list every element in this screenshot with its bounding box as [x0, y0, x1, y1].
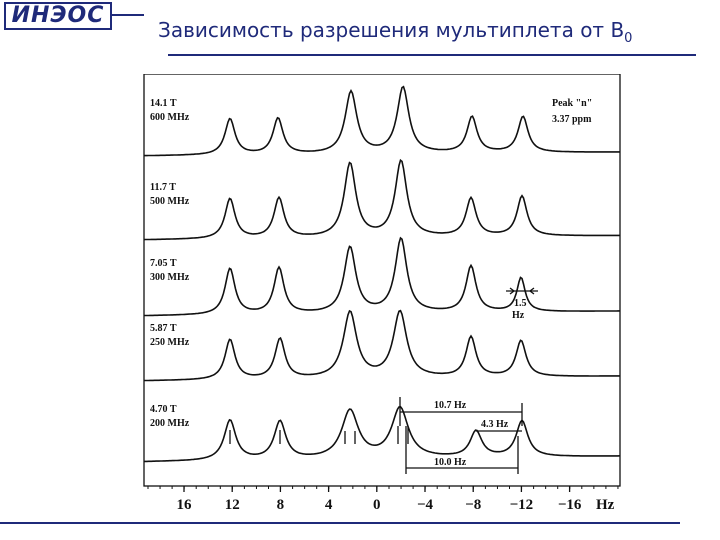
axis-tick-label: −8 — [465, 497, 481, 513]
spectra-labels: 14.1 T 600 MHz 11.7 T 500 MHz 7.05 T 300 MHz 5… — [150, 98, 190, 429]
spectrum-frequency-label: 200 MHz — [150, 418, 190, 429]
bottom-rule — [0, 522, 680, 524]
spectrum-frequency-label: 500 MHz — [150, 196, 190, 207]
big-span-label: 10.7 Hz — [434, 400, 467, 411]
linewidth-arrow-right — [528, 287, 535, 295]
logo-text: ИНЭОС — [11, 3, 105, 28]
linewidth-unit: Hz — [512, 310, 525, 321]
slide-title-text: Зависимость разрешения мультиплета от В — [158, 18, 625, 42]
spectrum-field-label: 14.1 T — [150, 98, 177, 109]
impulse-sticks — [229, 426, 409, 444]
small-span-label: 4.3 Hz — [481, 419, 509, 430]
axis-tick-label: 12 — [225, 497, 240, 513]
axis-tick-label: 0 — [373, 497, 381, 513]
spectrum-trace — [144, 405, 620, 463]
coupling-annotations — [399, 397, 523, 474]
linewidth-annotation — [506, 287, 538, 295]
spectrum-trace — [144, 236, 620, 317]
axis-tick-label: 16 — [177, 497, 193, 513]
logo-rule — [112, 14, 144, 16]
spectrum-frequency-label: 250 MHz — [150, 337, 190, 348]
institute-logo: ИНЭОС — [4, 2, 112, 30]
peak-label-line1: Peak "n" — [552, 98, 592, 109]
linewidth-arrow-left — [509, 287, 516, 295]
spectrum-field-label: 4.70 T — [150, 404, 177, 415]
spectrum-field-label: 7.05 T — [150, 258, 177, 269]
spectrum-trace — [144, 85, 620, 157]
slide-title-subscript: 0 — [624, 31, 633, 46]
spectrum-trace — [144, 309, 620, 382]
spectrum-frequency-label: 300 MHz — [150, 272, 190, 283]
slide-title: Зависимость разрешения мультиплета от В0 — [158, 18, 632, 46]
frequency-axis: 16 12 8 4 0 −4 −8 −12 −16 Hz — [147, 486, 619, 513]
spectrum-field-label: 11.7 T — [150, 182, 176, 193]
axis-tick-label: −12 — [510, 497, 534, 513]
axis-tick-label: −16 — [558, 497, 582, 513]
peak-label-line2: 3.37 ppm — [552, 114, 592, 125]
spectra-traces — [143, 85, 620, 463]
nmr-figure-svg: 14.1 T 600 MHz 11.7 T 500 MHz 7.05 T 300 MHz 5… — [143, 73, 621, 513]
axis-tick-label: −4 — [417, 497, 434, 513]
axis-tick-label: 8 — [277, 497, 285, 513]
plot-frame — [143, 73, 621, 487]
axis-unit-label: Hz — [596, 497, 615, 513]
title-underline — [168, 54, 696, 56]
bottom-span-label: 10.0 Hz — [434, 457, 467, 468]
spectrum-field-label: 5.87 T — [150, 323, 177, 334]
spectrum-frequency-label: 600 MHz — [150, 112, 190, 123]
spectrum-trace — [143, 158, 620, 241]
linewidth-value: 1.5 — [514, 298, 527, 309]
nmr-multiplet-figure: 14.1 T 600 MHz 11.7 T 500 MHz 7.05 T 300 MHz 5… — [138, 73, 626, 518]
axis-tick-label: 4 — [325, 497, 333, 513]
